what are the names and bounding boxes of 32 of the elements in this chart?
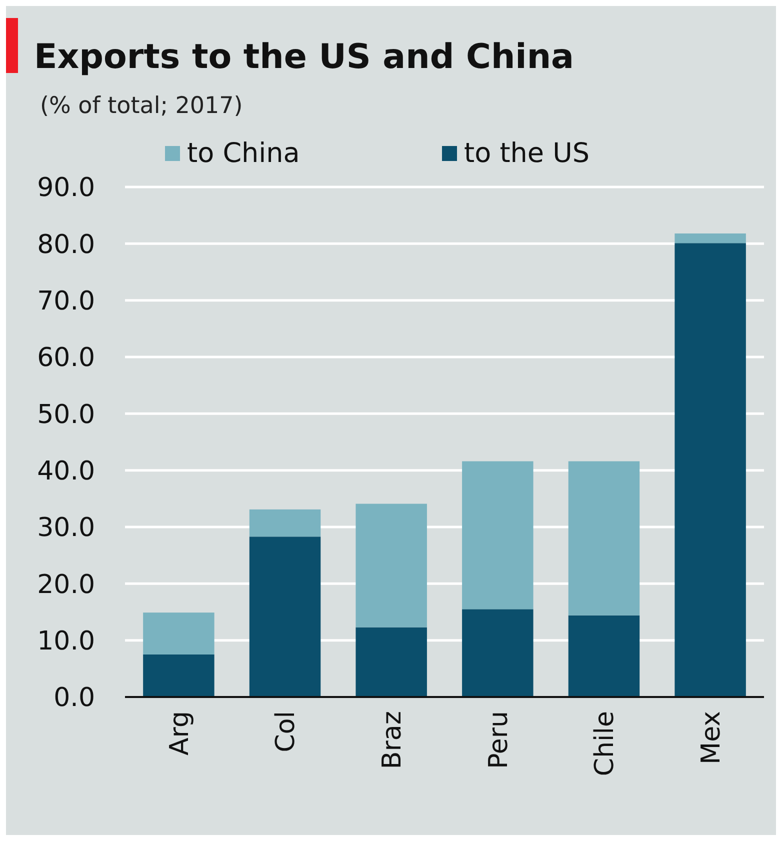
y-tick-label: 70.0 bbox=[37, 286, 95, 316]
x-tick-label: Mex bbox=[696, 711, 726, 764]
y-tick-label: 60.0 bbox=[37, 343, 95, 374]
x-tick-label: Chile bbox=[590, 711, 620, 776]
bar bbox=[568, 615, 640, 697]
y-tick-label: 40.0 bbox=[37, 456, 95, 486]
bar bbox=[462, 461, 534, 610]
y-tick-label: 0.0 bbox=[54, 683, 95, 714]
legend-label: to China bbox=[187, 138, 300, 169]
x-tick-label: Col bbox=[271, 711, 302, 752]
bar bbox=[356, 504, 427, 628]
bar bbox=[462, 609, 534, 697]
x-tick-label: Peru bbox=[484, 711, 514, 769]
y-tick-label: 30.0 bbox=[37, 513, 95, 544]
bar bbox=[674, 233, 746, 244]
x-tick-label: Braz bbox=[377, 711, 408, 770]
bar bbox=[143, 654, 214, 697]
y-tick-label: 10.0 bbox=[37, 626, 95, 656]
bar bbox=[568, 461, 640, 616]
legend-label: to the US bbox=[464, 138, 590, 169]
bar bbox=[356, 627, 427, 697]
chart-subtitle: (% of total; 2017) bbox=[40, 93, 243, 119]
chart-title: Exports to the US and China bbox=[34, 37, 574, 77]
y-tick-label: 90.0 bbox=[37, 173, 95, 204]
y-tick-label: 80.0 bbox=[37, 230, 95, 260]
x-tick-label: Arg bbox=[164, 711, 195, 756]
bar bbox=[249, 509, 321, 537]
y-tick-label: 50.0 bbox=[37, 400, 95, 430]
bar bbox=[249, 536, 321, 697]
bar bbox=[674, 243, 746, 697]
y-tick-label: 20.0 bbox=[37, 570, 95, 600]
bar bbox=[143, 612, 214, 654]
